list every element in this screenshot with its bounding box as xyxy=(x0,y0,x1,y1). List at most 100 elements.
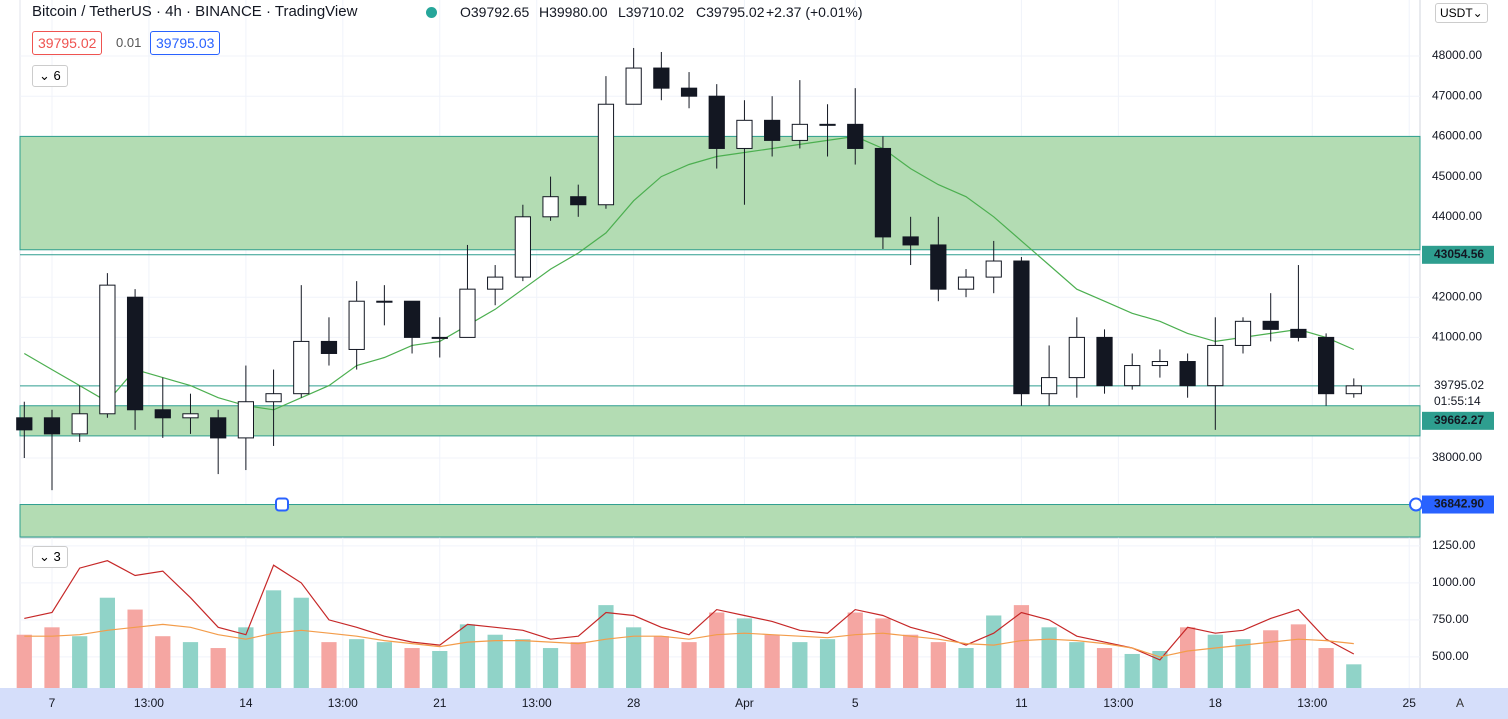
volume-bar xyxy=(376,642,392,688)
candle-body xyxy=(1068,336,1085,379)
x-tick-label: 28 xyxy=(627,696,641,710)
drawing-handle xyxy=(1409,497,1423,512)
y-tick-label: 500.00 xyxy=(1432,649,1469,663)
ohlc-close: C39795.02 xyxy=(696,4,765,20)
candle-body xyxy=(237,401,254,439)
volume-bar xyxy=(16,634,32,688)
candle-body xyxy=(403,300,421,338)
candle-body xyxy=(874,147,892,238)
candle-body xyxy=(1262,320,1279,330)
x-tick-label: 21 xyxy=(433,696,447,710)
volume-bar xyxy=(1152,651,1168,688)
y-tick-label: 48000.00 xyxy=(1432,48,1482,62)
ohlc-open: O39792.65 xyxy=(460,4,530,20)
buy-button[interactable]: 39795.03 xyxy=(150,31,221,55)
y-tick-label: 47000.00 xyxy=(1432,88,1482,102)
x-tick-label: 18 xyxy=(1209,696,1223,710)
volume-bar xyxy=(764,634,780,688)
candle-body xyxy=(487,276,504,290)
indicators-toggle[interactable]: ⌄ 6 xyxy=(32,65,68,87)
candle-body xyxy=(1179,361,1196,387)
volume-bar xyxy=(182,642,199,688)
time-axis-bg xyxy=(0,688,1508,719)
candle-body xyxy=(764,119,781,141)
currency-select[interactable]: USDT⌄ xyxy=(1435,3,1488,23)
candle-body xyxy=(210,417,227,439)
candle-body xyxy=(957,276,975,290)
x-tick-label: 25 xyxy=(1403,696,1417,710)
volume-bar xyxy=(404,648,420,688)
candle-body xyxy=(293,340,310,395)
candle-body xyxy=(16,417,33,431)
x-tick-label: 13:00 xyxy=(328,696,358,710)
indicator-count: 6 xyxy=(53,68,61,83)
y-tick-label: 44000.00 xyxy=(1432,209,1482,223)
volume-bar xyxy=(875,618,891,688)
x-tick-label: 13:00 xyxy=(134,696,164,710)
y-tick-label: 38000.00 xyxy=(1432,450,1482,464)
indicator-count: 3 xyxy=(53,549,61,564)
volume-bar xyxy=(986,615,1002,688)
volume-bar xyxy=(1318,648,1334,688)
volume-bar xyxy=(321,642,337,688)
price-tag: 43054.56 xyxy=(1434,247,1484,261)
x-tick-label: 11 xyxy=(1015,696,1028,710)
volume-bar xyxy=(1096,648,1113,688)
y-tick-label: 1250.00 xyxy=(1432,538,1476,552)
auto-scale[interactable]: A xyxy=(1455,696,1464,710)
candle-body xyxy=(126,296,144,411)
volume-bar xyxy=(1207,634,1223,688)
candle-body xyxy=(680,87,698,97)
volume-bar xyxy=(1346,664,1362,688)
candle-body xyxy=(1317,336,1335,395)
alert-tag: 36842.90 xyxy=(1434,497,1484,511)
drawing-handle xyxy=(275,497,289,512)
volume-bar xyxy=(1263,630,1279,688)
volume-bar xyxy=(1124,653,1140,688)
volume-bar xyxy=(792,642,808,688)
candle-body xyxy=(1013,260,1030,395)
candle-body xyxy=(819,123,836,126)
x-tick-label: 7 xyxy=(49,696,56,710)
y-tick-label: 1000.00 xyxy=(1432,575,1476,589)
volume-bar xyxy=(736,618,753,688)
volume-bar xyxy=(570,642,586,688)
volume-bar xyxy=(1235,639,1251,688)
sell-button[interactable]: 39795.02 xyxy=(32,31,103,55)
candle-body xyxy=(1234,320,1252,346)
volume-bar xyxy=(515,639,531,688)
candle-body xyxy=(708,95,725,149)
alert-tag-bg xyxy=(1422,495,1494,514)
volume-bar xyxy=(626,627,642,688)
candle-body xyxy=(1124,365,1141,387)
zone-tag: 39662.27 xyxy=(1434,413,1484,427)
volume-bar xyxy=(459,624,476,688)
candle-body xyxy=(902,236,919,246)
symbol-title: Bitcoin / TetherUS · 4h · BINANCE · Trad… xyxy=(32,3,358,20)
volume-bar xyxy=(210,648,226,688)
volume-bar xyxy=(293,597,309,688)
volume-bar xyxy=(238,627,254,688)
volume-bar xyxy=(432,651,448,688)
x-tick-label: 5 xyxy=(852,696,859,710)
y-tick-label: 46000.00 xyxy=(1432,129,1482,143)
candle-body xyxy=(1041,377,1058,395)
zone xyxy=(19,135,1421,251)
zone-tag-bg xyxy=(1422,411,1494,430)
volume-bar xyxy=(958,648,974,688)
ohlc-change: +2.37 (+0.01%) xyxy=(766,4,863,20)
y-tick-label: 41000.00 xyxy=(1432,330,1482,344)
volume-bar xyxy=(681,642,697,688)
x-tick-label: 13:00 xyxy=(1103,696,1133,710)
volume-bar xyxy=(265,590,282,688)
candle-body xyxy=(1207,344,1224,387)
candle-body xyxy=(182,413,199,419)
candle-body xyxy=(1290,328,1307,338)
candle-body xyxy=(348,300,365,350)
volume-bar xyxy=(598,605,614,688)
candle-body xyxy=(542,196,559,218)
candle-body xyxy=(1345,385,1362,395)
indicators-toggle[interactable]: ⌄ 3 xyxy=(32,546,68,568)
volume-bar xyxy=(847,612,863,688)
